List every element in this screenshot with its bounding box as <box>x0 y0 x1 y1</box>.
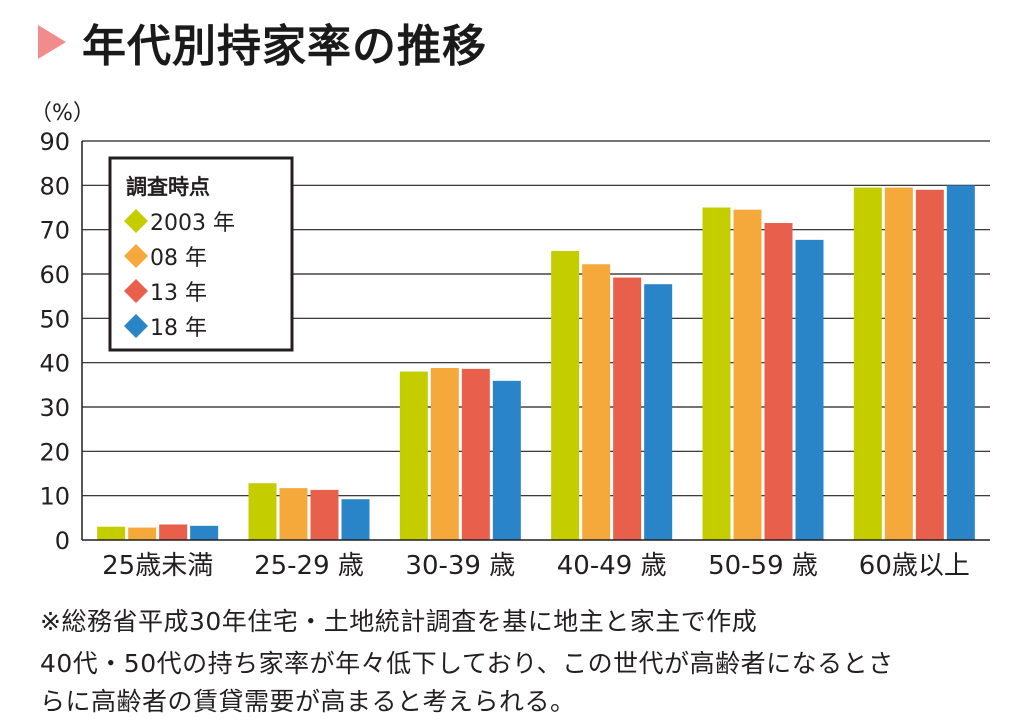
legend-marker <box>124 209 148 233</box>
bar <box>613 277 642 540</box>
source-note: ※総務省平成30年住宅・土地統計調査を基に地主と家主で作成 <box>40 607 758 636</box>
x-tick-label: 25歳未満 <box>102 551 213 581</box>
title-arrow-icon <box>38 25 66 59</box>
bar <box>128 527 157 540</box>
legend-label: 18 年 <box>150 316 207 341</box>
commentary-line-1: 40代・50代の持ち家率が年々低下しており、この世代が高齢者になるとさ <box>40 649 894 678</box>
legend-marker <box>124 279 148 303</box>
commentary-line-2: らに高齢者の賃貸需要が高まると考えられる。 <box>40 687 576 716</box>
bar <box>399 371 428 540</box>
y-unit-label: （%） <box>30 101 95 126</box>
bar <box>915 189 944 540</box>
legend-label: 2003 年 <box>150 211 235 236</box>
bar <box>795 239 824 540</box>
legend-marker <box>124 314 148 338</box>
bar <box>733 209 762 540</box>
legend-label: 08 年 <box>150 246 207 271</box>
bar <box>341 499 370 540</box>
legend-label: 13 年 <box>150 281 207 306</box>
x-tick-label: 30-39 歳 <box>405 551 515 581</box>
x-tick-label: 40-49 歳 <box>557 551 667 581</box>
bar <box>551 250 580 541</box>
x-tick-label: 50-59 歳 <box>708 551 818 581</box>
legend-marker <box>124 244 148 268</box>
bar <box>310 489 339 540</box>
bar <box>644 284 673 540</box>
bar <box>159 524 188 540</box>
chart: 0 10 20 30 40 50 60 70 80 90（%） 25歳未満 25-29 歳 30-39 … <box>30 101 990 581</box>
bar <box>248 483 277 540</box>
bar <box>190 525 219 540</box>
bar <box>279 488 308 540</box>
page-title-text: 年代別持家率の推移 <box>82 21 487 72</box>
bar <box>461 368 490 540</box>
y-tick-label: 30 <box>39 394 70 422</box>
y-tick-label: 0 <box>55 527 70 555</box>
bar <box>853 187 882 541</box>
x-tick-label: 60歳以上 <box>859 551 970 581</box>
bar <box>430 367 459 540</box>
y-tick-label: 10 <box>39 483 70 511</box>
bar <box>492 380 521 540</box>
bar <box>946 185 975 541</box>
bar <box>884 187 913 541</box>
bar <box>582 264 611 540</box>
y-tick-label: 90 <box>39 128 70 156</box>
y-tick-label: 40 <box>39 350 70 378</box>
y-tick-label: 50 <box>39 305 70 333</box>
bar <box>97 526 126 540</box>
y-tick-label: 70 <box>39 217 70 245</box>
bar <box>702 207 731 540</box>
bar <box>764 223 793 540</box>
y-tick-label: 20 <box>39 438 70 466</box>
page-title: 年代別持家率の推移 <box>38 12 487 72</box>
y-tick-label: 60 <box>39 261 70 289</box>
y-tick-label: 80 <box>39 172 70 200</box>
x-tick-label: 25-29 歳 <box>254 551 364 581</box>
legend-title: 調査時点 <box>126 175 210 199</box>
